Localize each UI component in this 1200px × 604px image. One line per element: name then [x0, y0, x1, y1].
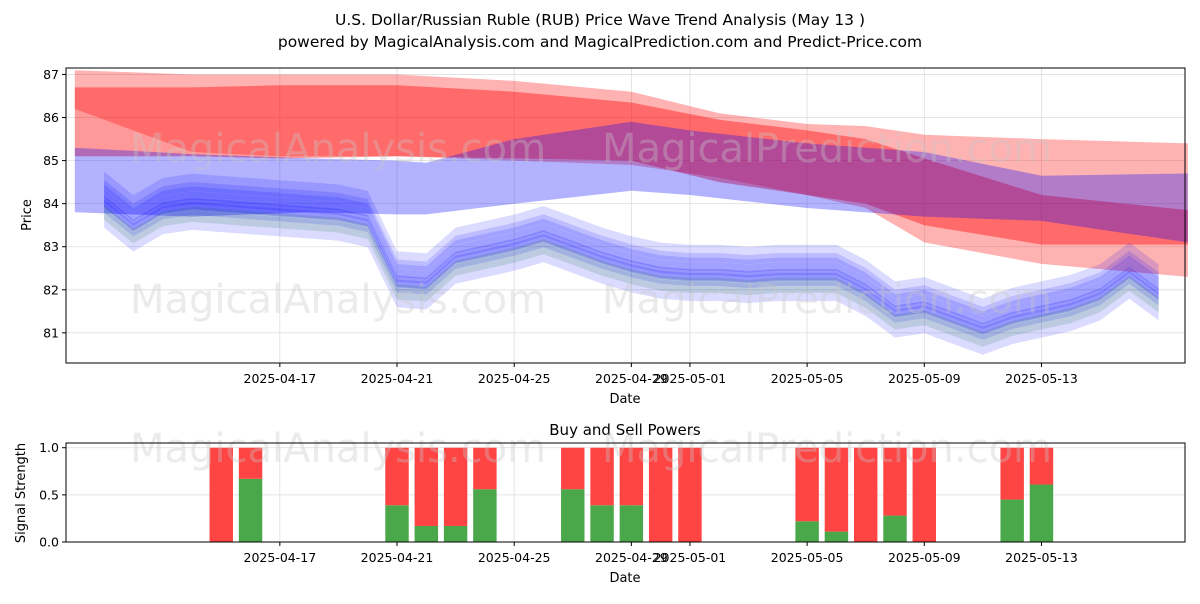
buy-bar-2025-04-29: [619, 505, 644, 542]
sell-bar-2025-04-24: [473, 447, 497, 490]
price-ytick-label-3: 84: [43, 196, 59, 211]
sell-bar-2025-05-01: [678, 447, 702, 542]
buy-bar-2025-04-24: [473, 489, 497, 542]
sell-bar-2025-05-09: [912, 447, 937, 542]
price-chart: MagicalAnalysis.com MagicalPrediction.co…: [20, 67, 1188, 407]
buy-bar-2025-05-05: [795, 521, 819, 542]
price-xtick-label-5: 2025-05-05: [771, 371, 844, 386]
price-ytick-label-2: 83: [43, 239, 59, 254]
sell-bar-2025-04-23: [443, 447, 468, 526]
sell-bar-2025-04-15: [209, 447, 233, 542]
price-x-label: Date: [609, 392, 640, 407]
sell-bar-2025-04-28: [590, 447, 614, 506]
price-xtick-label-0: 2025-04-17: [244, 371, 317, 386]
price-wave-7: [104, 208, 1159, 355]
sell-bar-2025-04-29: [619, 447, 644, 506]
signal-ytick-label-2: 1.0: [39, 440, 59, 455]
buy-bar-2025-04-16: [238, 478, 263, 542]
watermark-prediction-top: MagicalPrediction.com: [602, 126, 1052, 172]
sell-bar-2025-04-16: [238, 447, 263, 479]
sell-bar-2025-05-06: [824, 447, 849, 532]
watermark-prediction-bottom: MagicalPrediction.com: [602, 426, 1052, 472]
signal-xtick-label-5: 2025-05-05: [771, 550, 844, 565]
signal-xtick-label-3: 2025-04-29: [595, 550, 668, 565]
buy-bar-2025-05-08: [883, 515, 907, 542]
sell-bar-2025-05-08: [883, 447, 907, 516]
watermark-prediction-mid: MagicalPrediction.com: [602, 277, 1052, 323]
sell-bar-2025-05-13: [1029, 447, 1054, 485]
signal-y-ticks: 0.0 0.5 1.0: [39, 440, 66, 550]
trend-band-blue-2: [74, 121, 1188, 243]
price-xtick-label-1: 2025-04-21: [361, 371, 434, 386]
sell-bar-2025-05-07: [853, 447, 878, 542]
price-xtick-label-4: 2025-05-01: [654, 371, 727, 386]
sell-bar-2025-04-27: [561, 447, 585, 490]
signal-xtick-label-7: 2025-05-13: [1005, 550, 1078, 565]
price-ytick-label-1: 82: [43, 282, 59, 297]
sell-bar-2025-05-05: [795, 447, 819, 522]
buy-bar-2025-04-28: [590, 505, 614, 542]
sell-bar-2025-04-30: [648, 447, 673, 542]
price-waves: [104, 171, 1159, 355]
sell-bar-2025-04-22: [414, 447, 439, 526]
signal-chart-frame: [65, 442, 1186, 543]
trend-band-red-1: [74, 85, 1188, 245]
buy-bar-2025-05-06: [824, 531, 849, 542]
buy-bar-2025-04-23: [443, 525, 468, 542]
signal-chart-title: Buy and Sell Powers: [549, 421, 701, 439]
signal-x-ticks: 2025-04-17 2025-04-21 2025-04-25 2025-04-29…: [244, 542, 1078, 565]
price-ytick-label-4: 85: [43, 153, 59, 168]
signal-xtick-label-2: 2025-04-25: [478, 550, 551, 565]
price-wave-2: [104, 196, 1159, 334]
chart-title-line1: U.S. Dollar/Russian Ruble (RUB) Price Wa…: [335, 11, 865, 29]
watermark-analysis-bottom: MagicalAnalysis.com: [130, 426, 546, 472]
trend-band-red-0: [74, 70, 1188, 277]
price-grid: [66, 68, 1185, 363]
price-xtick-label-2: 2025-04-25: [478, 371, 551, 386]
buy-bar-2025-04-27: [561, 489, 585, 542]
price-wave-6: [104, 184, 1159, 325]
buy-bar-2025-04-21: [385, 505, 409, 542]
price-y-label: Price: [20, 199, 35, 231]
signal-bars: [209, 447, 1054, 542]
price-wave-0: [104, 179, 1159, 322]
price-x-ticks: 2025-04-17 2025-04-21 2025-04-25 2025-04-29…: [244, 363, 1078, 386]
signal-ytick-label-0: 0.0: [39, 535, 59, 550]
sell-bar-2025-04-21: [385, 447, 409, 506]
signal-y-label: Signal Strength: [14, 443, 29, 543]
price-chart-frame: [65, 67, 1186, 364]
price-wave-3: [104, 199, 1159, 340]
signal-chart: Buy and Sell Powers MagicalAnalysis.com …: [14, 421, 1186, 586]
watermark-analysis-mid: MagicalAnalysis.com: [130, 277, 546, 323]
price-wave-1: [104, 189, 1159, 330]
price-wave-4: [104, 204, 1159, 347]
price-ytick-label-5: 86: [43, 110, 59, 125]
signal-ytick-label-1: 0.5: [39, 487, 59, 502]
price-xtick-label-3: 2025-04-29: [595, 371, 668, 386]
price-ytick-label-0: 81: [43, 325, 59, 340]
price-ytick-label-6: 87: [43, 67, 59, 82]
signal-xtick-label-0: 2025-04-17: [244, 550, 317, 565]
sell-bar-2025-05-12: [1000, 447, 1024, 500]
price-xtick-label-7: 2025-05-13: [1005, 371, 1078, 386]
price-wave-5: [104, 171, 1159, 316]
buy-bar-2025-05-13: [1029, 484, 1054, 542]
signal-xtick-label-1: 2025-04-21: [361, 550, 434, 565]
buy-bar-2025-05-12: [1000, 499, 1024, 542]
price-wave-core: [104, 195, 1159, 335]
trend-bands: [74, 70, 1188, 277]
signal-x-label: Date: [609, 571, 640, 586]
watermark-analysis-top: MagicalAnalysis.com: [130, 126, 546, 172]
price-xtick-label-6: 2025-05-09: [888, 371, 961, 386]
buy-bar-2025-04-22: [414, 525, 439, 542]
signal-xtick-label-4: 2025-05-01: [654, 550, 727, 565]
signal-xtick-label-6: 2025-05-09: [888, 550, 961, 565]
price-y-ticks: 81 82 83 84 85 86 87: [43, 67, 66, 340]
chart-title-line2: powered by MagicalAnalysis.com and Magic…: [278, 33, 922, 51]
